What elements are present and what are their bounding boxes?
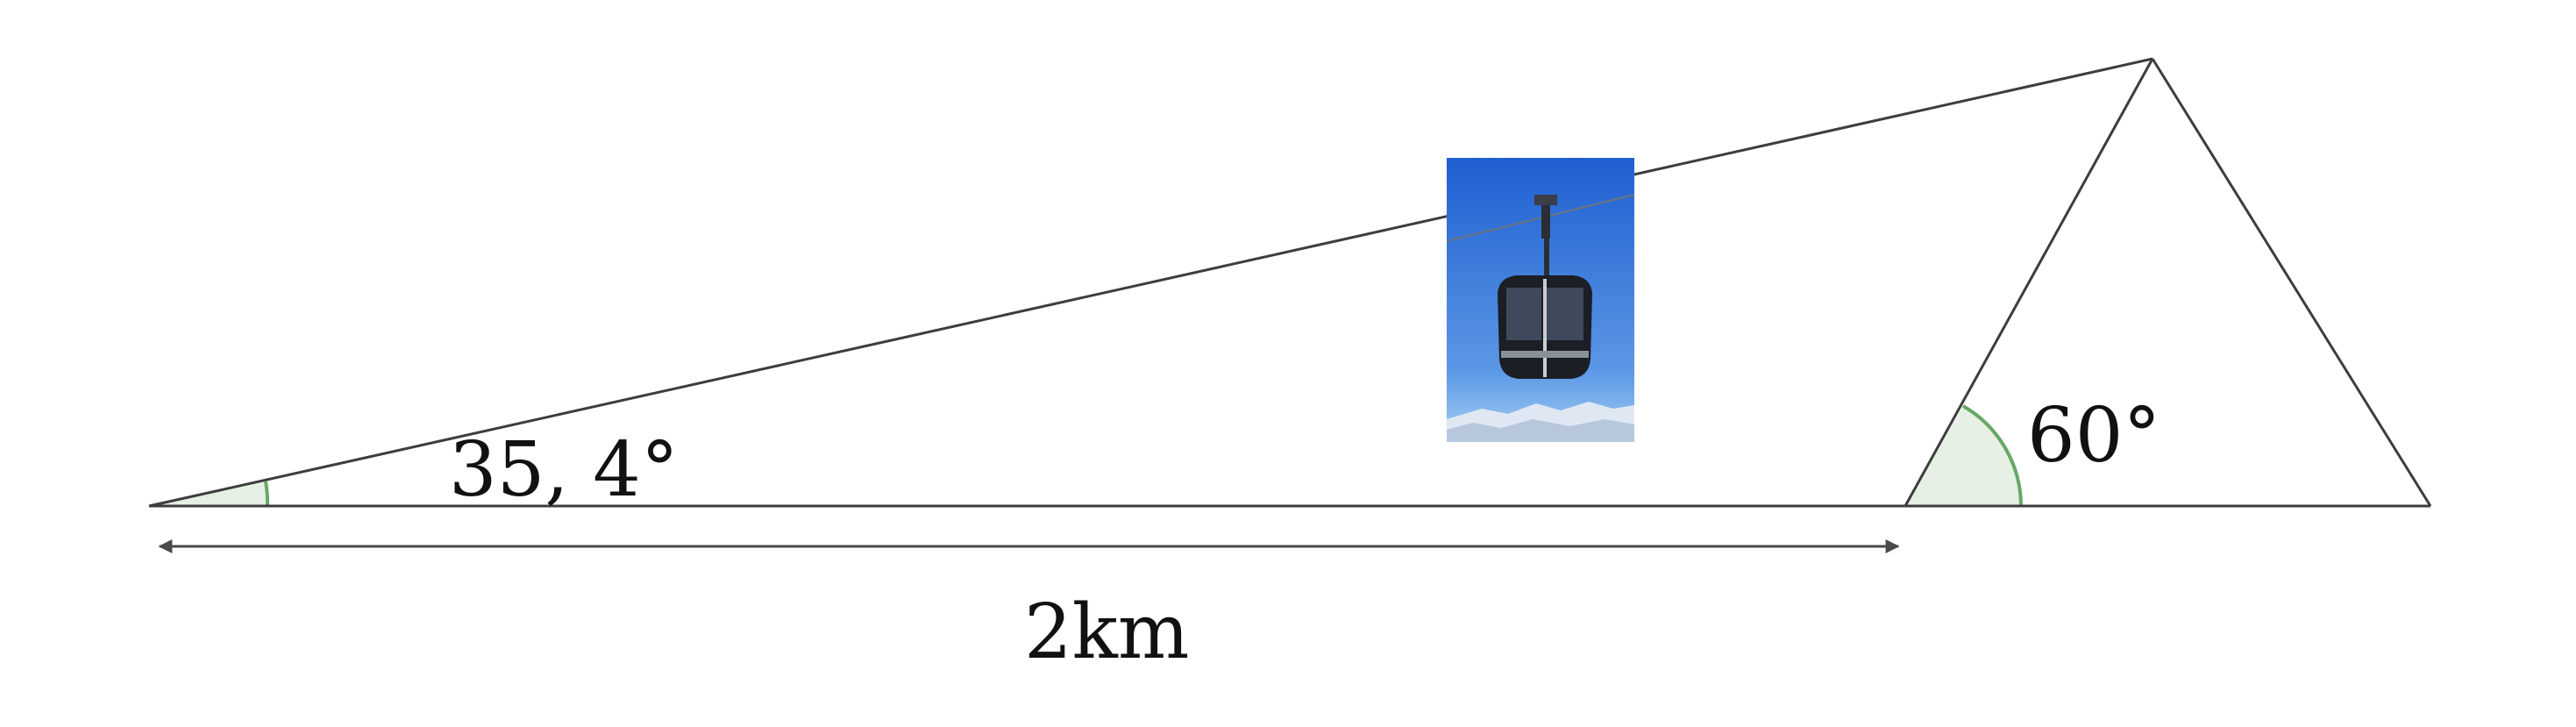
side-left	[1904, 58, 2154, 507]
angle-label-right: 60°	[2027, 392, 2160, 480]
cable-car-gondola-photo	[1446, 158, 1635, 442]
angle-marker-right	[1905, 404, 2023, 507]
cable-line	[148, 57, 2153, 508]
side-right	[2151, 58, 2432, 507]
distance-label: 2km	[1024, 588, 1189, 676]
angle-label-left: 35, 4°	[449, 426, 679, 514]
